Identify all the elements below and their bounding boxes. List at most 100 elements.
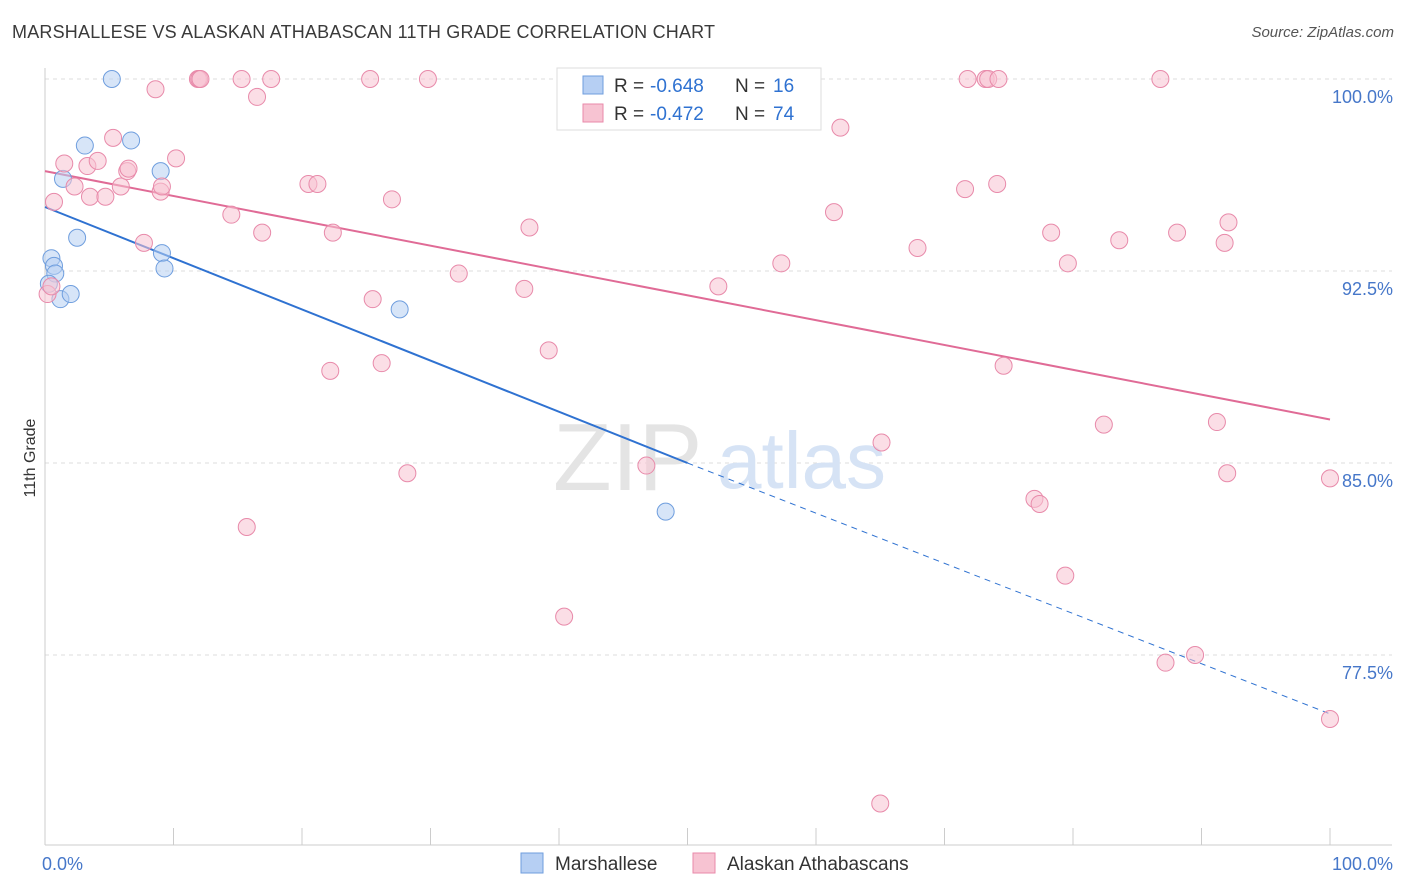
point-pink-38 (709, 277, 728, 296)
trend-line-blue (44, 206, 688, 464)
point-pink-39 (772, 254, 791, 273)
point-pink-59 (1156, 653, 1175, 672)
stat-legend-r-value-2: -0.472 (650, 104, 704, 125)
point-pink-67 (1218, 464, 1237, 483)
point-pink-25 (262, 70, 281, 88)
point-pink-16 (152, 177, 171, 196)
point-blue-15 (656, 502, 675, 521)
stat-legend-r-value-1: -0.648 (650, 76, 704, 97)
stat-legend-swatch-pink (582, 103, 604, 123)
point-pink-69 (398, 464, 417, 483)
point-pink-17 (167, 149, 186, 168)
tick-label-layer: 100.0% 92.5% 85.0% 77.5% 0.0% 100.0% (42, 87, 1393, 874)
point-pink-20 (191, 70, 210, 88)
point-pink-42 (872, 433, 891, 452)
series-legend: Marshallese Alaskan Athabascans (520, 852, 909, 875)
points-layer (38, 70, 1339, 813)
point-blue-2 (122, 131, 141, 150)
point-pink-40 (824, 203, 843, 222)
point-pink-27 (308, 174, 327, 193)
watermark: ZIP atlas (553, 404, 886, 511)
point-pink-71 (321, 361, 340, 380)
point-pink-68 (637, 456, 656, 475)
point-pink-43 (908, 238, 927, 257)
point-pink-72 (372, 354, 391, 373)
point-pink-6 (80, 187, 99, 206)
point-pink-64 (1219, 213, 1238, 232)
point-blue-9 (152, 244, 171, 263)
point-pink-48 (989, 70, 1008, 88)
trend-line-pink (44, 170, 1331, 421)
point-pink-29 (361, 70, 380, 88)
point-pink-35 (515, 279, 534, 298)
point-pink-53 (1042, 223, 1061, 242)
point-pink-50 (994, 356, 1013, 375)
y-tick-label-0: 100.0% (1332, 87, 1393, 107)
point-pink-10 (111, 177, 130, 196)
point-pink-65 (1321, 710, 1339, 728)
stat-legend: R = -0.648 N = 16 R = -0.472 N = 74 (556, 67, 822, 131)
y-tick-label-3: 77.5% (1342, 663, 1393, 683)
point-pink-28 (323, 223, 342, 242)
x-tick-label-1: 100.0% (1332, 854, 1393, 874)
point-pink-66 (1321, 469, 1339, 488)
point-pink-56 (1094, 415, 1113, 434)
stat-legend-n-label-1: N = (735, 76, 765, 97)
point-pink-4 (65, 177, 84, 196)
series-legend-label-marshallese: Marshallese (555, 854, 657, 875)
stat-legend-n-label-2: N = (735, 104, 765, 125)
point-pink-49 (988, 174, 1007, 193)
point-pink-32 (418, 70, 437, 88)
watermark-zip: ZIP (553, 404, 702, 511)
y-tick-label-1: 92.5% (1342, 279, 1393, 299)
point-pink-8 (96, 187, 115, 206)
point-pink-34 (520, 218, 539, 237)
point-pink-44 (958, 70, 977, 88)
stat-legend-r-label-2: R = (614, 104, 644, 125)
point-pink-13 (134, 233, 153, 252)
grid-layer (45, 78, 1392, 656)
point-pink-22 (232, 70, 251, 88)
point-pink-58 (1151, 70, 1170, 88)
point-pink-52 (1030, 494, 1049, 513)
y-axis-label: 11th Grade (22, 418, 39, 497)
point-blue-13 (61, 285, 80, 304)
point-pink-1 (42, 277, 61, 296)
point-pink-24 (253, 223, 272, 242)
point-pink-45 (956, 180, 975, 199)
point-pink-37 (555, 607, 574, 626)
trend-line-blue-extension (687, 462, 1331, 715)
point-pink-57 (1110, 231, 1129, 250)
axis-layer (44, 68, 1392, 846)
point-pink-60 (1168, 223, 1187, 242)
point-pink-12 (119, 159, 138, 178)
point-pink-2 (44, 192, 63, 211)
x-tick-label-0: 0.0% (42, 854, 83, 874)
point-pink-63 (1215, 233, 1234, 252)
chart-source: Source: ZipAtlas.com (1251, 24, 1394, 41)
point-pink-55 (1056, 566, 1075, 585)
point-pink-14 (146, 80, 165, 99)
watermark-atlas: atlas (717, 416, 886, 505)
chart-title: MARSHALLESE VS ALASKAN ATHABASCAN 11TH G… (12, 22, 716, 42)
stat-legend-n-value-2: 74 (773, 104, 795, 125)
series-legend-swatch-alaskan-athabascans (692, 852, 716, 874)
point-blue-14 (390, 300, 409, 319)
point-pink-54 (1058, 254, 1077, 273)
point-pink-61 (1186, 646, 1205, 664)
trend-layer (44, 170, 1331, 715)
point-pink-7 (88, 151, 107, 170)
point-pink-62 (1207, 413, 1226, 432)
point-pink-3 (55, 154, 74, 173)
y-tick-label-2: 85.0% (1342, 471, 1393, 491)
point-blue-10 (155, 259, 174, 278)
point-pink-70 (237, 518, 256, 536)
series-legend-label-alaskan-athabascans: Alaskan Athabascans (727, 854, 909, 875)
point-pink-31 (382, 190, 401, 209)
point-blue-1 (75, 136, 94, 155)
stat-legend-swatch-blue (582, 75, 604, 95)
point-pink-36 (539, 341, 558, 360)
point-blue-4 (151, 162, 170, 181)
